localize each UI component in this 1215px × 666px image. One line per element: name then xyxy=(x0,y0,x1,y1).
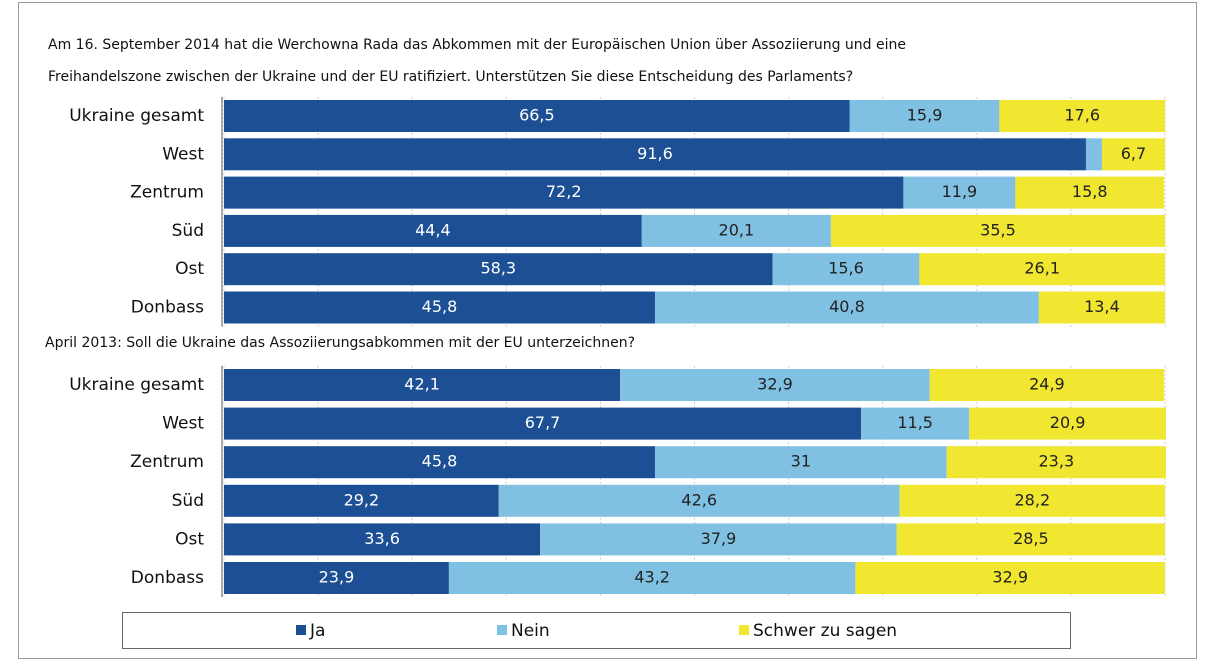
value-label: 42,6 xyxy=(681,490,717,509)
value-label: 15,9 xyxy=(907,106,943,125)
bar-segment xyxy=(448,562,856,594)
value-label: 37,9 xyxy=(701,529,737,548)
value-label: 11,9 xyxy=(942,182,978,201)
bar-segment xyxy=(1101,138,1165,171)
value-label: 6,7 xyxy=(1121,144,1146,163)
bar-segment xyxy=(641,214,831,247)
value-label: 58,3 xyxy=(480,259,516,278)
category-label: Ukraine gesamt xyxy=(69,375,204,395)
value-label: 31 xyxy=(791,452,811,471)
value-label: 20,1 xyxy=(719,220,755,239)
bar-segment xyxy=(224,138,1086,171)
category-label: West xyxy=(162,144,204,164)
value-label: 45,8 xyxy=(422,452,458,471)
value-label: 91,6 xyxy=(637,144,673,163)
chart-title: April 2013: Soll die Ukraine das Assozii… xyxy=(45,335,635,351)
bar-segment xyxy=(1038,291,1165,324)
bar-segment xyxy=(224,176,904,209)
value-label: 24,9 xyxy=(1029,375,1065,394)
legend-swatch xyxy=(497,625,507,635)
value-label: 72,2 xyxy=(546,182,582,201)
value-label: 11,5 xyxy=(897,413,933,432)
bar-segment xyxy=(772,253,920,286)
value-label: 28,2 xyxy=(1015,490,1051,509)
value-label: 15,8 xyxy=(1072,182,1108,201)
bar-segment xyxy=(1085,138,1102,171)
value-label: 26,1 xyxy=(1024,259,1060,278)
category-label: Donbass xyxy=(131,298,204,318)
bar-segment xyxy=(903,176,1016,209)
bar-segment xyxy=(969,407,1166,440)
category-label: Ost xyxy=(175,529,204,549)
frame xyxy=(18,2,1197,659)
category-label: West xyxy=(162,414,204,434)
bar-segment xyxy=(929,369,1165,401)
bar-segment xyxy=(861,407,970,440)
value-label: 23,3 xyxy=(1039,452,1075,471)
bar-segment xyxy=(899,484,1165,517)
value-label: 43,2 xyxy=(634,568,670,587)
value-label: 32,9 xyxy=(992,568,1028,587)
value-label: 32,9 xyxy=(757,375,793,394)
bar-segment xyxy=(830,214,1165,247)
legend-label: Nein xyxy=(511,621,550,641)
value-label: 40,8 xyxy=(829,297,865,316)
bar-segment xyxy=(919,253,1165,286)
bar-segment xyxy=(620,369,930,401)
bar-segment xyxy=(654,446,947,479)
value-label: 15,6 xyxy=(828,259,864,278)
bar-segment xyxy=(224,407,862,440)
value-label: 66,5 xyxy=(519,106,555,125)
bar-segment xyxy=(999,100,1165,132)
bar-segment xyxy=(224,484,499,517)
category-label: Ost xyxy=(175,259,204,279)
value-label: 29,2 xyxy=(344,490,380,509)
value-label: 42,1 xyxy=(404,375,440,394)
bar-segment xyxy=(224,291,655,324)
value-label: 45,8 xyxy=(422,297,458,316)
bar-segment xyxy=(849,100,1000,132)
value-label: 23,9 xyxy=(319,568,355,587)
bar-segment xyxy=(224,100,850,132)
category-label: Donbass xyxy=(131,568,204,588)
category-label: Süd xyxy=(172,491,204,511)
bar-segment xyxy=(224,214,642,247)
bar-segment xyxy=(498,484,900,517)
bar-segment xyxy=(224,369,621,401)
category-label: Ukraine gesamt xyxy=(69,106,204,126)
bar-segment xyxy=(224,253,773,286)
value-label: 28,5 xyxy=(1013,529,1049,548)
value-label: 33,6 xyxy=(364,529,400,548)
legend-label: Schwer zu sagen xyxy=(753,621,897,641)
bar-segment xyxy=(1015,176,1165,209)
bar-segment xyxy=(654,291,1039,324)
value-label: 20,9 xyxy=(1050,413,1086,432)
bar-segment xyxy=(896,523,1165,556)
value-label: 35,5 xyxy=(980,220,1016,239)
value-label: 13,4 xyxy=(1084,297,1120,316)
value-label: 17,6 xyxy=(1064,106,1100,125)
legend-swatch xyxy=(739,625,749,635)
category-label: Süd xyxy=(172,221,204,241)
bar-segment xyxy=(946,446,1166,479)
bar-segment xyxy=(224,446,655,479)
category-label: Zentrum xyxy=(130,183,204,203)
legend-box xyxy=(122,612,1071,649)
chart-title: Am 16. September 2014 hat die Werchowna … xyxy=(48,37,906,53)
bar-segment xyxy=(224,562,449,594)
category-label: Zentrum xyxy=(130,452,204,472)
bar-segment xyxy=(540,523,897,556)
bar-segment xyxy=(855,562,1165,594)
value-label: 44,4 xyxy=(415,220,451,239)
legend-label: Ja xyxy=(309,621,325,641)
bar-segment xyxy=(224,523,541,556)
value-label: 67,7 xyxy=(525,413,561,432)
legend-swatch xyxy=(296,625,306,635)
chart-title: Freihandelszone zwischen der Ukraine und… xyxy=(48,69,853,85)
